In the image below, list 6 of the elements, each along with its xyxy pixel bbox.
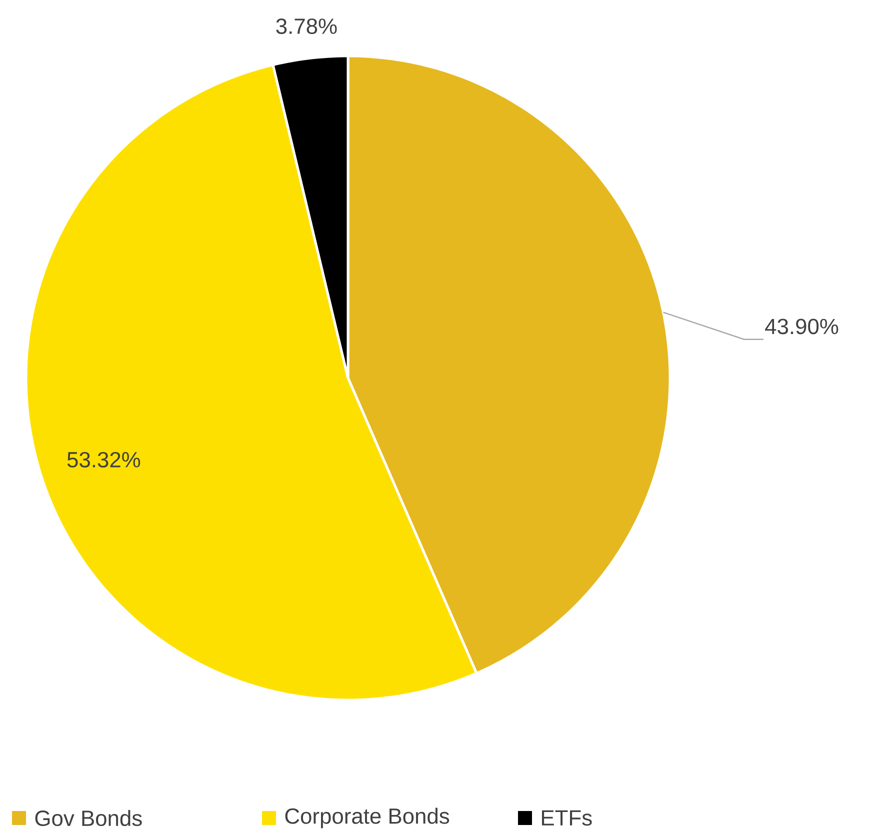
legend-label: ETFs xyxy=(542,810,592,826)
legend-label: Corporate Bonds xyxy=(285,808,450,828)
data-label: 3.78% xyxy=(276,18,337,34)
data-label: 43.90% xyxy=(765,318,838,334)
data-label: 53.32% xyxy=(67,452,140,468)
legend-label: Gov Bonds xyxy=(35,810,142,826)
